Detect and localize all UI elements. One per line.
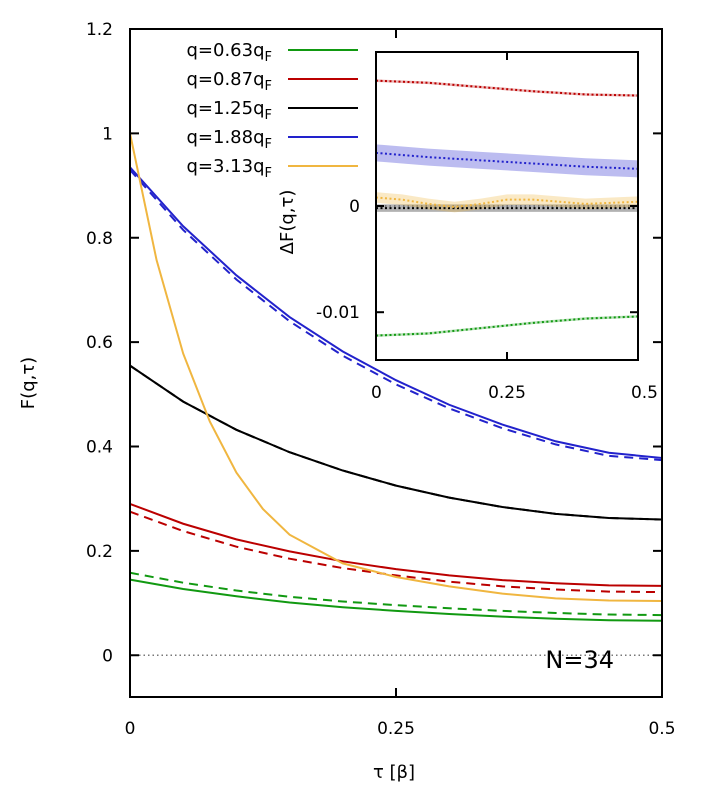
- series-solid-line: [129, 578, 663, 622]
- legend-entry-label: q=3.13qF: [186, 156, 272, 181]
- inset-error-band: [376, 144, 638, 178]
- inset-x-tick-label: 0.5: [631, 383, 658, 403]
- y-tick-label: 1: [102, 124, 113, 144]
- legend-entry-label: q=0.63qF: [186, 40, 272, 65]
- inset-plot: 0 -0.01 0 0.25 0.5 ΔF(q,τ): [277, 51, 658, 403]
- legend-label-text: q=0.87: [186, 69, 253, 90]
- inset-series-line: [375, 315, 639, 337]
- legend-label-text: q=3.13: [186, 156, 253, 177]
- x-tick-label: 0.25: [377, 719, 415, 739]
- y-tick-label: 0.4: [86, 438, 113, 458]
- legend-label-subscript: F: [265, 79, 272, 94]
- legend-label-qf: q: [253, 127, 264, 148]
- x-tick-label: 0.5: [648, 719, 675, 739]
- legend-label-subscript: F: [265, 166, 272, 181]
- legend-entry-label: q=1.88qF: [186, 127, 272, 152]
- legend-label-text: q=0.63: [186, 40, 253, 61]
- y-tick-label: 1.2: [86, 20, 113, 40]
- series-solid-line: [129, 166, 663, 459]
- inset-y-tick-label: -0.01: [316, 303, 360, 323]
- legend-label-text: q=1.88: [186, 127, 253, 148]
- x-axis-label: τ [β]: [373, 762, 415, 783]
- inset-error-band: [376, 192, 638, 213]
- series-solid-line: [129, 364, 663, 521]
- inset-series-line: [375, 79, 639, 97]
- inset-series-line: [375, 151, 639, 170]
- legend-label-qf: q: [253, 69, 264, 90]
- y-tick-label: 0: [102, 646, 113, 666]
- main-plot: 0 0.2 0.4 0.6 0.8 1 1.2 0 0.25 0.5 τ [β] F(q,τ) N=34…: [18, 20, 676, 783]
- inset-series-line: [375, 196, 639, 209]
- inset-y-tick-label: 0: [349, 197, 360, 217]
- annotation-n: N=34: [545, 646, 614, 674]
- legend-label-subscript: F: [265, 108, 272, 123]
- legend-label-qf: q: [253, 40, 264, 61]
- y-axis-label: F(q,τ): [18, 357, 39, 409]
- series-solid-line: [129, 133, 663, 602]
- series-dashed-line: [129, 169, 663, 462]
- inset-x-tick-label: 0: [371, 383, 382, 403]
- inset-y-axis-label: ΔF(q,τ): [277, 190, 298, 255]
- series-solid-line: [129, 502, 663, 587]
- legend-entry-label: q=1.25qF: [186, 98, 272, 123]
- legend-label-subscript: F: [265, 50, 272, 65]
- inset-error-band: [376, 79, 638, 97]
- legend-entry-label: q=0.87qF: [186, 69, 272, 94]
- inset-x-tick-label: 0.25: [488, 383, 526, 403]
- y-tick-label: 0.6: [86, 333, 113, 353]
- x-tick-label: 0: [125, 719, 136, 739]
- legend-label-text: q=1.25: [186, 98, 253, 119]
- legend-label-qf: q: [253, 156, 264, 177]
- series-dashed-line: [129, 510, 663, 594]
- legend-label-subscript: F: [265, 137, 272, 152]
- y-tick-label: 0.2: [86, 542, 113, 562]
- y-tick-label: 0.8: [86, 229, 113, 249]
- legend-label-qf: q: [253, 98, 264, 119]
